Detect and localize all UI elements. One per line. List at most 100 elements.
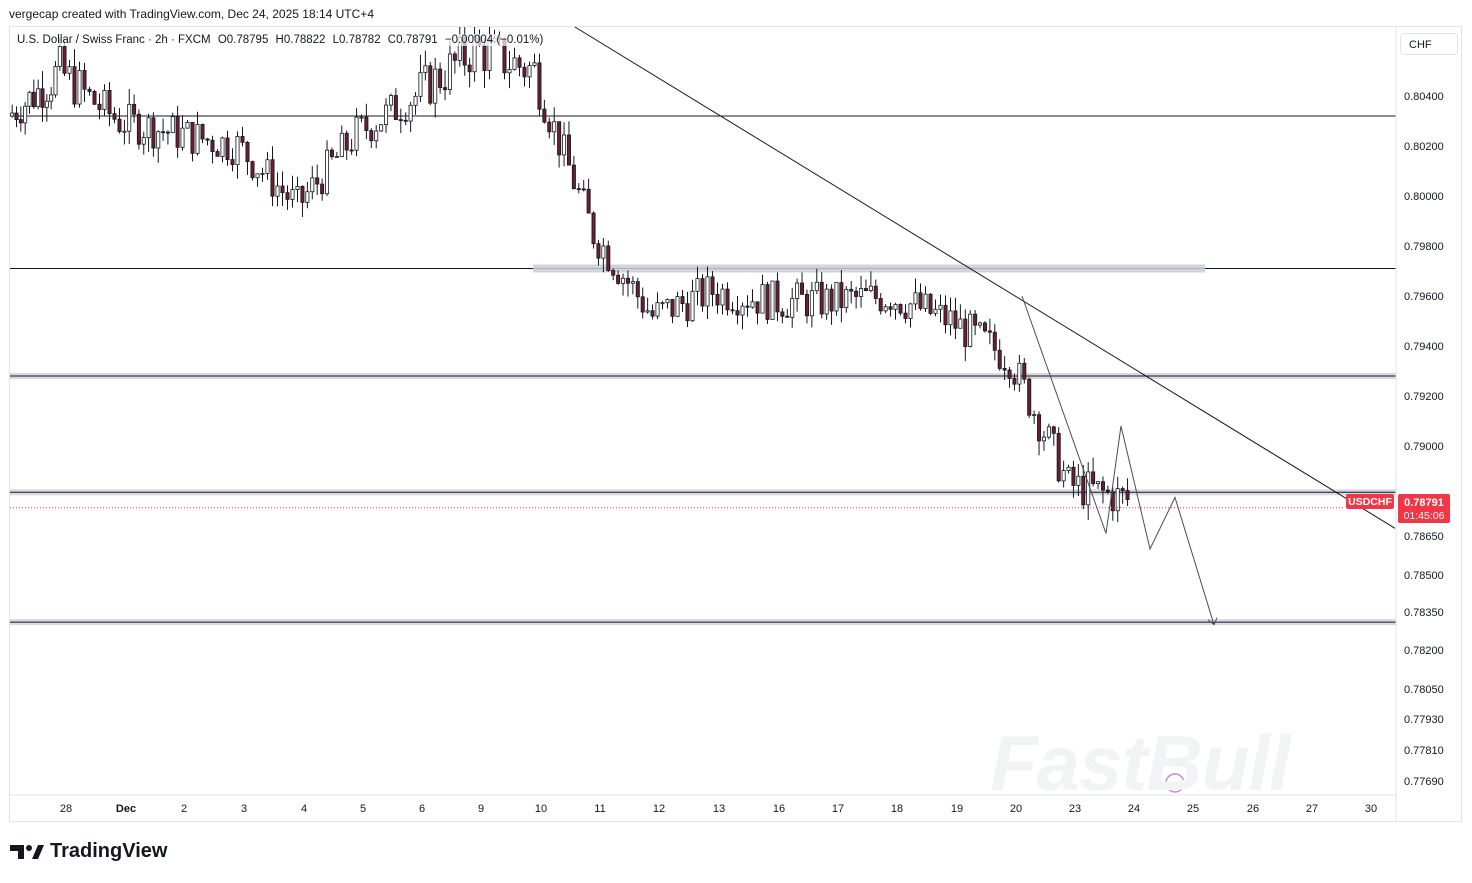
candle-body	[175, 116, 180, 148]
candle-body	[423, 65, 428, 74]
candle-body	[82, 70, 87, 90]
candle-body	[814, 281, 819, 292]
candle-body	[27, 91, 32, 107]
candle-body	[200, 124, 205, 140]
candle-body	[190, 121, 195, 154]
candle-body	[675, 296, 680, 317]
candle-body	[67, 66, 72, 74]
candle-body	[963, 318, 968, 347]
candle-body	[210, 139, 215, 152]
candle-body	[1061, 470, 1066, 482]
tradingview-logo[interactable]: TradingView	[10, 840, 167, 863]
candle-body	[868, 285, 873, 292]
candle-body	[785, 315, 790, 318]
candle-body	[53, 66, 58, 96]
time-tick-label: 5	[360, 803, 366, 815]
time-tick-label: 28	[60, 803, 72, 815]
candle-body	[161, 131, 166, 134]
candle-body	[180, 127, 185, 148]
candle-body	[992, 331, 997, 351]
time-tick-label: 25	[1187, 803, 1199, 815]
candle-body	[1125, 490, 1130, 500]
candle-body	[804, 293, 809, 317]
candle-body	[903, 312, 908, 319]
candle-body	[765, 284, 770, 320]
candle-body	[315, 177, 320, 185]
candle-body	[359, 116, 364, 119]
time-tick-label: 2	[181, 803, 187, 815]
candle-body	[447, 53, 452, 90]
candle-body	[591, 212, 596, 245]
candle-body	[893, 304, 898, 310]
currency-button[interactable]: CHF	[1400, 33, 1458, 55]
candle-body	[443, 87, 448, 90]
price-tag-countdown: 01:45:06	[1404, 510, 1445, 522]
time-tick-label: 9	[478, 803, 484, 815]
candle-body	[1002, 368, 1007, 371]
candle-body	[141, 137, 146, 145]
candle-body	[329, 149, 334, 158]
candle-body	[844, 288, 849, 308]
candle-body	[127, 103, 132, 132]
candle-body	[898, 304, 903, 314]
candle-body	[625, 277, 630, 284]
projection-path	[1021, 295, 1215, 625]
candle-body	[433, 68, 438, 104]
time-tick-label: 11	[594, 803, 605, 815]
candle-body	[630, 281, 635, 284]
candle-body	[40, 88, 45, 108]
price-tick-label: 0.79400	[1404, 341, 1444, 353]
candle-body	[156, 131, 161, 149]
price-tick-label: 0.79600	[1404, 291, 1444, 303]
candle-body	[819, 281, 824, 315]
fastbull-watermark: FastBull	[990, 719, 1291, 807]
candle-body	[824, 288, 829, 315]
candle-body	[800, 282, 805, 295]
candle-body	[1056, 432, 1061, 482]
time-tick-label: 12	[653, 803, 665, 815]
symbol-name: U.S. Dollar / Swiss Franc · 2h · FXCM	[17, 34, 211, 46]
candle-body	[1046, 426, 1051, 438]
candle-body	[136, 113, 141, 145]
candle-body	[987, 330, 992, 333]
candle-body	[344, 132, 349, 151]
price-tick-label: 0.78500	[1404, 570, 1444, 582]
candle-body	[339, 132, 344, 157]
candle-body	[374, 130, 379, 142]
time-tick-label: 30	[1365, 803, 1377, 815]
candle-body	[640, 296, 645, 313]
symbol-legend[interactable]: U.S. Dollar / Swiss Franc · 2h · FXCM O0…	[17, 34, 548, 46]
candle-body	[601, 245, 606, 259]
drawings	[10, 26, 1396, 626]
candle-body	[310, 177, 315, 193]
candle-body	[452, 53, 457, 61]
candle-body	[408, 104, 413, 122]
candle-body	[566, 134, 571, 166]
candle-body	[685, 303, 690, 322]
candle-body	[403, 119, 408, 122]
candle-body	[690, 290, 695, 322]
candle-body	[49, 94, 54, 102]
candle-body	[393, 95, 398, 120]
candle-body	[795, 282, 800, 299]
candle-body	[512, 57, 517, 70]
candle-body	[888, 306, 893, 310]
candle-body	[1081, 475, 1086, 506]
candle-body	[1041, 436, 1046, 442]
candle-body	[398, 119, 403, 121]
candle-body	[695, 278, 700, 292]
time-tick-label: Dec	[116, 803, 136, 815]
candle-body	[665, 299, 670, 304]
candle-body	[522, 66, 527, 78]
candle-body	[482, 44, 487, 72]
candle-body	[606, 245, 611, 271]
candle-body	[557, 121, 562, 156]
time-tick-label: 23	[1069, 803, 1081, 815]
time-tick-label: 26	[1247, 803, 1259, 815]
candle-body	[700, 278, 705, 307]
candle-body	[10, 112, 15, 117]
candle-body	[354, 116, 359, 151]
candle-body	[1037, 414, 1042, 442]
candle-body	[280, 185, 285, 194]
